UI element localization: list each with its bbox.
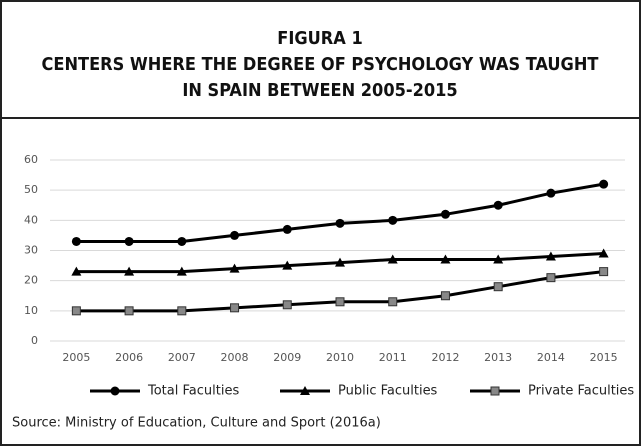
point xyxy=(124,236,134,246)
x-tick-label: 2006 xyxy=(115,351,143,364)
point xyxy=(546,273,556,283)
point xyxy=(335,218,345,228)
legend-label: Public Faculties xyxy=(338,384,438,399)
x-tick-label: 2009 xyxy=(273,351,301,364)
point xyxy=(599,267,609,277)
point xyxy=(387,254,398,264)
legend-marker xyxy=(300,386,310,395)
point xyxy=(546,188,556,198)
y-tick-label: 60 xyxy=(24,153,38,166)
y-tick-label: 0 xyxy=(31,334,38,347)
point xyxy=(545,251,556,261)
point xyxy=(599,179,609,189)
x-tick-label: 2014 xyxy=(537,351,565,364)
source: Source: Ministry of Education, Culture a… xyxy=(12,416,381,431)
point xyxy=(229,263,240,273)
point xyxy=(493,200,503,210)
point xyxy=(71,236,81,246)
y-tick-label: 40 xyxy=(24,213,38,226)
point xyxy=(177,306,187,316)
x-tick-label: 2005 xyxy=(62,351,90,364)
point xyxy=(388,297,398,307)
point xyxy=(440,209,450,219)
legend-marker xyxy=(110,386,120,396)
y-tick-label: 50 xyxy=(24,183,38,196)
x-tick-label: 2008 xyxy=(221,351,249,364)
point xyxy=(230,230,240,240)
x-tick-label: 2007 xyxy=(168,351,196,364)
point xyxy=(282,300,292,310)
x-tick-label: 2013 xyxy=(484,351,512,364)
series-line xyxy=(76,182,604,243)
legend-label: Private Faculties xyxy=(528,384,634,399)
x-tick-label: 2010 xyxy=(326,351,354,364)
y-tick-label: 30 xyxy=(24,244,38,257)
point xyxy=(282,224,292,234)
legend-marker xyxy=(490,386,500,396)
point xyxy=(177,236,187,246)
point xyxy=(230,303,240,313)
point xyxy=(124,266,135,276)
y-tick-label: 20 xyxy=(24,274,38,287)
point xyxy=(440,254,451,264)
chart-title: FIGURA 1 xyxy=(277,28,362,49)
point xyxy=(176,266,187,276)
legend-label: Total Faculties xyxy=(147,384,239,399)
x-tick-label: 2012 xyxy=(431,351,459,364)
x-tick-label: 2011 xyxy=(379,351,407,364)
x-tick-label: 2015 xyxy=(590,351,618,364)
y-tick-label: 10 xyxy=(24,304,38,317)
point xyxy=(124,306,134,316)
point xyxy=(388,215,398,225)
point xyxy=(440,291,450,301)
chart-title: IN SPAIN BETWEEN 2005-2015 xyxy=(182,80,457,101)
chart-title: CENTERS WHERE THE DEGREE OF PSYCHOLOGY W… xyxy=(42,54,599,75)
point xyxy=(493,254,504,264)
point xyxy=(493,282,503,292)
point xyxy=(71,266,82,276)
point xyxy=(598,248,609,258)
point xyxy=(335,297,345,307)
point xyxy=(71,306,81,316)
point xyxy=(335,257,345,267)
point xyxy=(282,260,293,270)
